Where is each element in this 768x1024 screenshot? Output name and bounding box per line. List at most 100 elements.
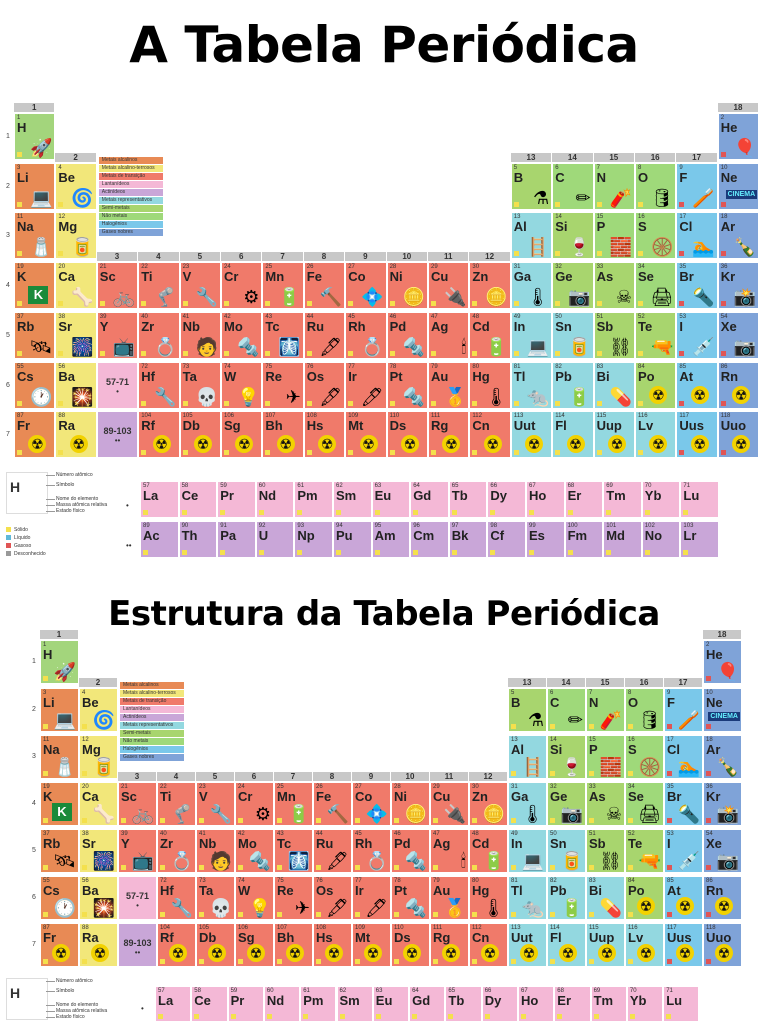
element-bi[interactable]: 83 Bi 💊 — [593, 362, 635, 409]
element-ce[interactable]: 58 Ce — [191, 986, 228, 1022]
element-lu[interactable]: 71 Lu — [663, 986, 700, 1022]
element-pa[interactable]: 91 Pa — [217, 521, 256, 558]
element-te[interactable]: 52 Te 🔫 — [625, 829, 664, 873]
element-sn[interactable]: 50 Sn 🥫 — [552, 312, 594, 359]
element-ru[interactable]: 44 Ru 🖋 — [303, 312, 346, 359]
element-in[interactable]: 49 In 💻 — [508, 829, 547, 873]
element-f[interactable]: 9 F 🪥 — [676, 163, 718, 210]
element-xe[interactable]: 54 Xe 📷 — [717, 312, 760, 359]
element-ra[interactable]: 88 Ra ☢ — [55, 411, 97, 458]
element-cn[interactable]: 112 Cn ☢ — [469, 923, 508, 967]
element-uup[interactable]: 115 Uup ☢ — [586, 923, 625, 967]
element-co[interactable]: 27 Co 💠 — [345, 262, 387, 309]
element-uut[interactable]: 113 Uut ☢ — [510, 411, 553, 458]
element-w[interactable]: 74 W 💡 — [221, 362, 263, 409]
element-gd[interactable]: 64 Gd — [410, 481, 449, 518]
element-uus[interactable]: 117 Uus ☢ — [664, 923, 703, 967]
element-rb[interactable]: 37 Rb 🛰 — [40, 829, 79, 873]
element-p[interactable]: 15 P 🧱 — [593, 212, 635, 259]
element-lu[interactable]: 71 Lu — [680, 481, 719, 518]
element-b[interactable]: 5 B ⚗ — [508, 688, 547, 732]
element-er[interactable]: 68 Er — [554, 986, 591, 1022]
element-ti[interactable]: 22 Ti 🦿 — [157, 782, 196, 826]
element-si[interactable]: 14 Si 🍷 — [552, 212, 594, 259]
element-ir[interactable]: 77 Ir 🖊 — [352, 876, 391, 920]
element-no[interactable]: 102 No — [641, 521, 681, 558]
element-pr[interactable]: 59 Pr — [227, 986, 264, 1022]
element-k[interactable]: 19 K K — [40, 782, 79, 826]
element-cu[interactable]: 29 Cu 🔌 — [428, 262, 470, 309]
element-f[interactable]: 9 F 🪥 — [664, 688, 703, 732]
element-cl[interactable]: 17 Cl 🏊 — [676, 212, 718, 259]
element-rn[interactable]: 86 Rn ☢ — [717, 362, 760, 409]
element-ho[interactable]: 67 Ho — [518, 986, 555, 1022]
element-fl[interactable]: 114 Fl ☢ — [547, 923, 586, 967]
element-ag[interactable]: 47 Ag 🕯 — [428, 312, 470, 359]
element-am[interactable]: 95 Am — [371, 521, 411, 558]
element-po[interactable]: 84 Po ☢ — [625, 876, 664, 920]
element-cn[interactable]: 112 Cn ☢ — [469, 411, 511, 458]
element-os[interactable]: 76 Os 🖋 — [313, 876, 352, 920]
element-sg[interactable]: 106 Sg ☢ — [235, 923, 274, 967]
element-bh[interactable]: 107 Bh ☢ — [274, 923, 313, 967]
element-rg[interactable]: 111 Rg ☢ — [428, 411, 470, 458]
element-ta[interactable]: 73 Ta 💀 — [179, 362, 221, 409]
element-ca[interactable]: 20 Ca 🦴 — [79, 782, 118, 826]
element-na[interactable]: 11 Na 🧂 — [14, 212, 56, 259]
element-bh[interactable]: 107 Bh ☢ — [262, 411, 304, 458]
element-gd[interactable]: 64 Gd — [409, 986, 446, 1022]
element-sc[interactable]: 21 Sc 🚲 — [118, 782, 157, 826]
element-se[interactable]: 34 Se 🖨 — [635, 262, 677, 309]
element-ac[interactable]: 89 Ac — [140, 521, 179, 558]
element-sb[interactable]: 51 Sb ⛓ — [593, 312, 635, 359]
element-hf[interactable]: 72 Hf 🔧 — [157, 876, 196, 920]
element-lv[interactable]: 116 Lv ☢ — [625, 923, 664, 967]
element-fm[interactable]: 100 Fm — [564, 521, 604, 558]
element-mg[interactable]: 12 Mg 🥫 — [79, 735, 118, 779]
element-he[interactable]: 2 He 🎈 — [717, 113, 760, 160]
element-dy[interactable]: 66 Dy — [481, 986, 518, 1022]
element-fl[interactable]: 114 Fl ☢ — [552, 411, 594, 458]
element-ta[interactable]: 73 Ta 💀 — [196, 876, 235, 920]
element-li[interactable]: 3 Li 💻 — [14, 163, 56, 210]
element-i[interactable]: 53 I 💉 — [664, 829, 703, 873]
element-fr[interactable]: 87 Fr ☢ — [14, 411, 56, 458]
actinide-placeholder[interactable]: 89-103 •• — [118, 923, 157, 967]
element-ag[interactable]: 47 Ag 🕯 — [430, 829, 469, 873]
element-y[interactable]: 39 Y 📺 — [118, 829, 157, 873]
element-tb[interactable]: 65 Tb — [445, 986, 482, 1022]
element-o[interactable]: 8 O 🛢 — [635, 163, 677, 210]
element-rg[interactable]: 111 Rg ☢ — [430, 923, 469, 967]
element-la[interactable]: 57 La — [155, 986, 192, 1022]
element-tl[interactable]: 81 Tl 🐀 — [508, 876, 547, 920]
element-dy[interactable]: 66 Dy — [487, 481, 526, 518]
element-yb[interactable]: 70 Yb — [626, 986, 664, 1022]
element-cr[interactable]: 24 Cr ⚙ — [221, 262, 263, 309]
element-ce[interactable]: 58 Ce — [178, 481, 218, 518]
element-cu[interactable]: 29 Cu 🔌 — [430, 782, 469, 826]
element-ar[interactable]: 18 Ar 🍾 — [703, 735, 742, 779]
element-mt[interactable]: 109 Mt ☢ — [352, 923, 391, 967]
element-re[interactable]: 75 Re ✈ — [262, 362, 304, 409]
element-tb[interactable]: 65 Tb — [448, 481, 488, 518]
element-ba[interactable]: 56 Ba 🎇 — [79, 876, 118, 920]
element-as[interactable]: 33 As ☠ — [586, 782, 625, 826]
element-hg[interactable]: 80 Hg 🌡 — [469, 876, 508, 920]
element-bk[interactable]: 97 Bk — [448, 521, 488, 558]
element-ni[interactable]: 28 Ni 🪙 — [386, 262, 428, 309]
element-er[interactable]: 68 Er — [564, 481, 604, 518]
element-mn[interactable]: 25 Mn 🔋 — [274, 782, 313, 826]
element-eu[interactable]: 63 Eu — [371, 481, 411, 518]
element-te[interactable]: 52 Te 🔫 — [635, 312, 677, 359]
element-fe[interactable]: 26 Fe 🔨 — [303, 262, 346, 309]
element-rh[interactable]: 45 Rh 💍 — [352, 829, 391, 873]
element-au[interactable]: 79 Au 🥇 — [430, 876, 469, 920]
element-uuo[interactable]: 118 Uuo ☢ — [717, 411, 760, 458]
element-hf[interactable]: 72 Hf 🔧 — [138, 362, 180, 409]
element-yb[interactable]: 70 Yb — [641, 481, 681, 518]
element-kr[interactable]: 36 Kr 📸 — [717, 262, 760, 309]
element-ba[interactable]: 56 Ba 🎇 — [55, 362, 97, 409]
element-bi[interactable]: 83 Bi 💊 — [586, 876, 625, 920]
element-pt[interactable]: 78 Pt 🔩 — [391, 876, 430, 920]
element-sg[interactable]: 106 Sg ☢ — [221, 411, 263, 458]
